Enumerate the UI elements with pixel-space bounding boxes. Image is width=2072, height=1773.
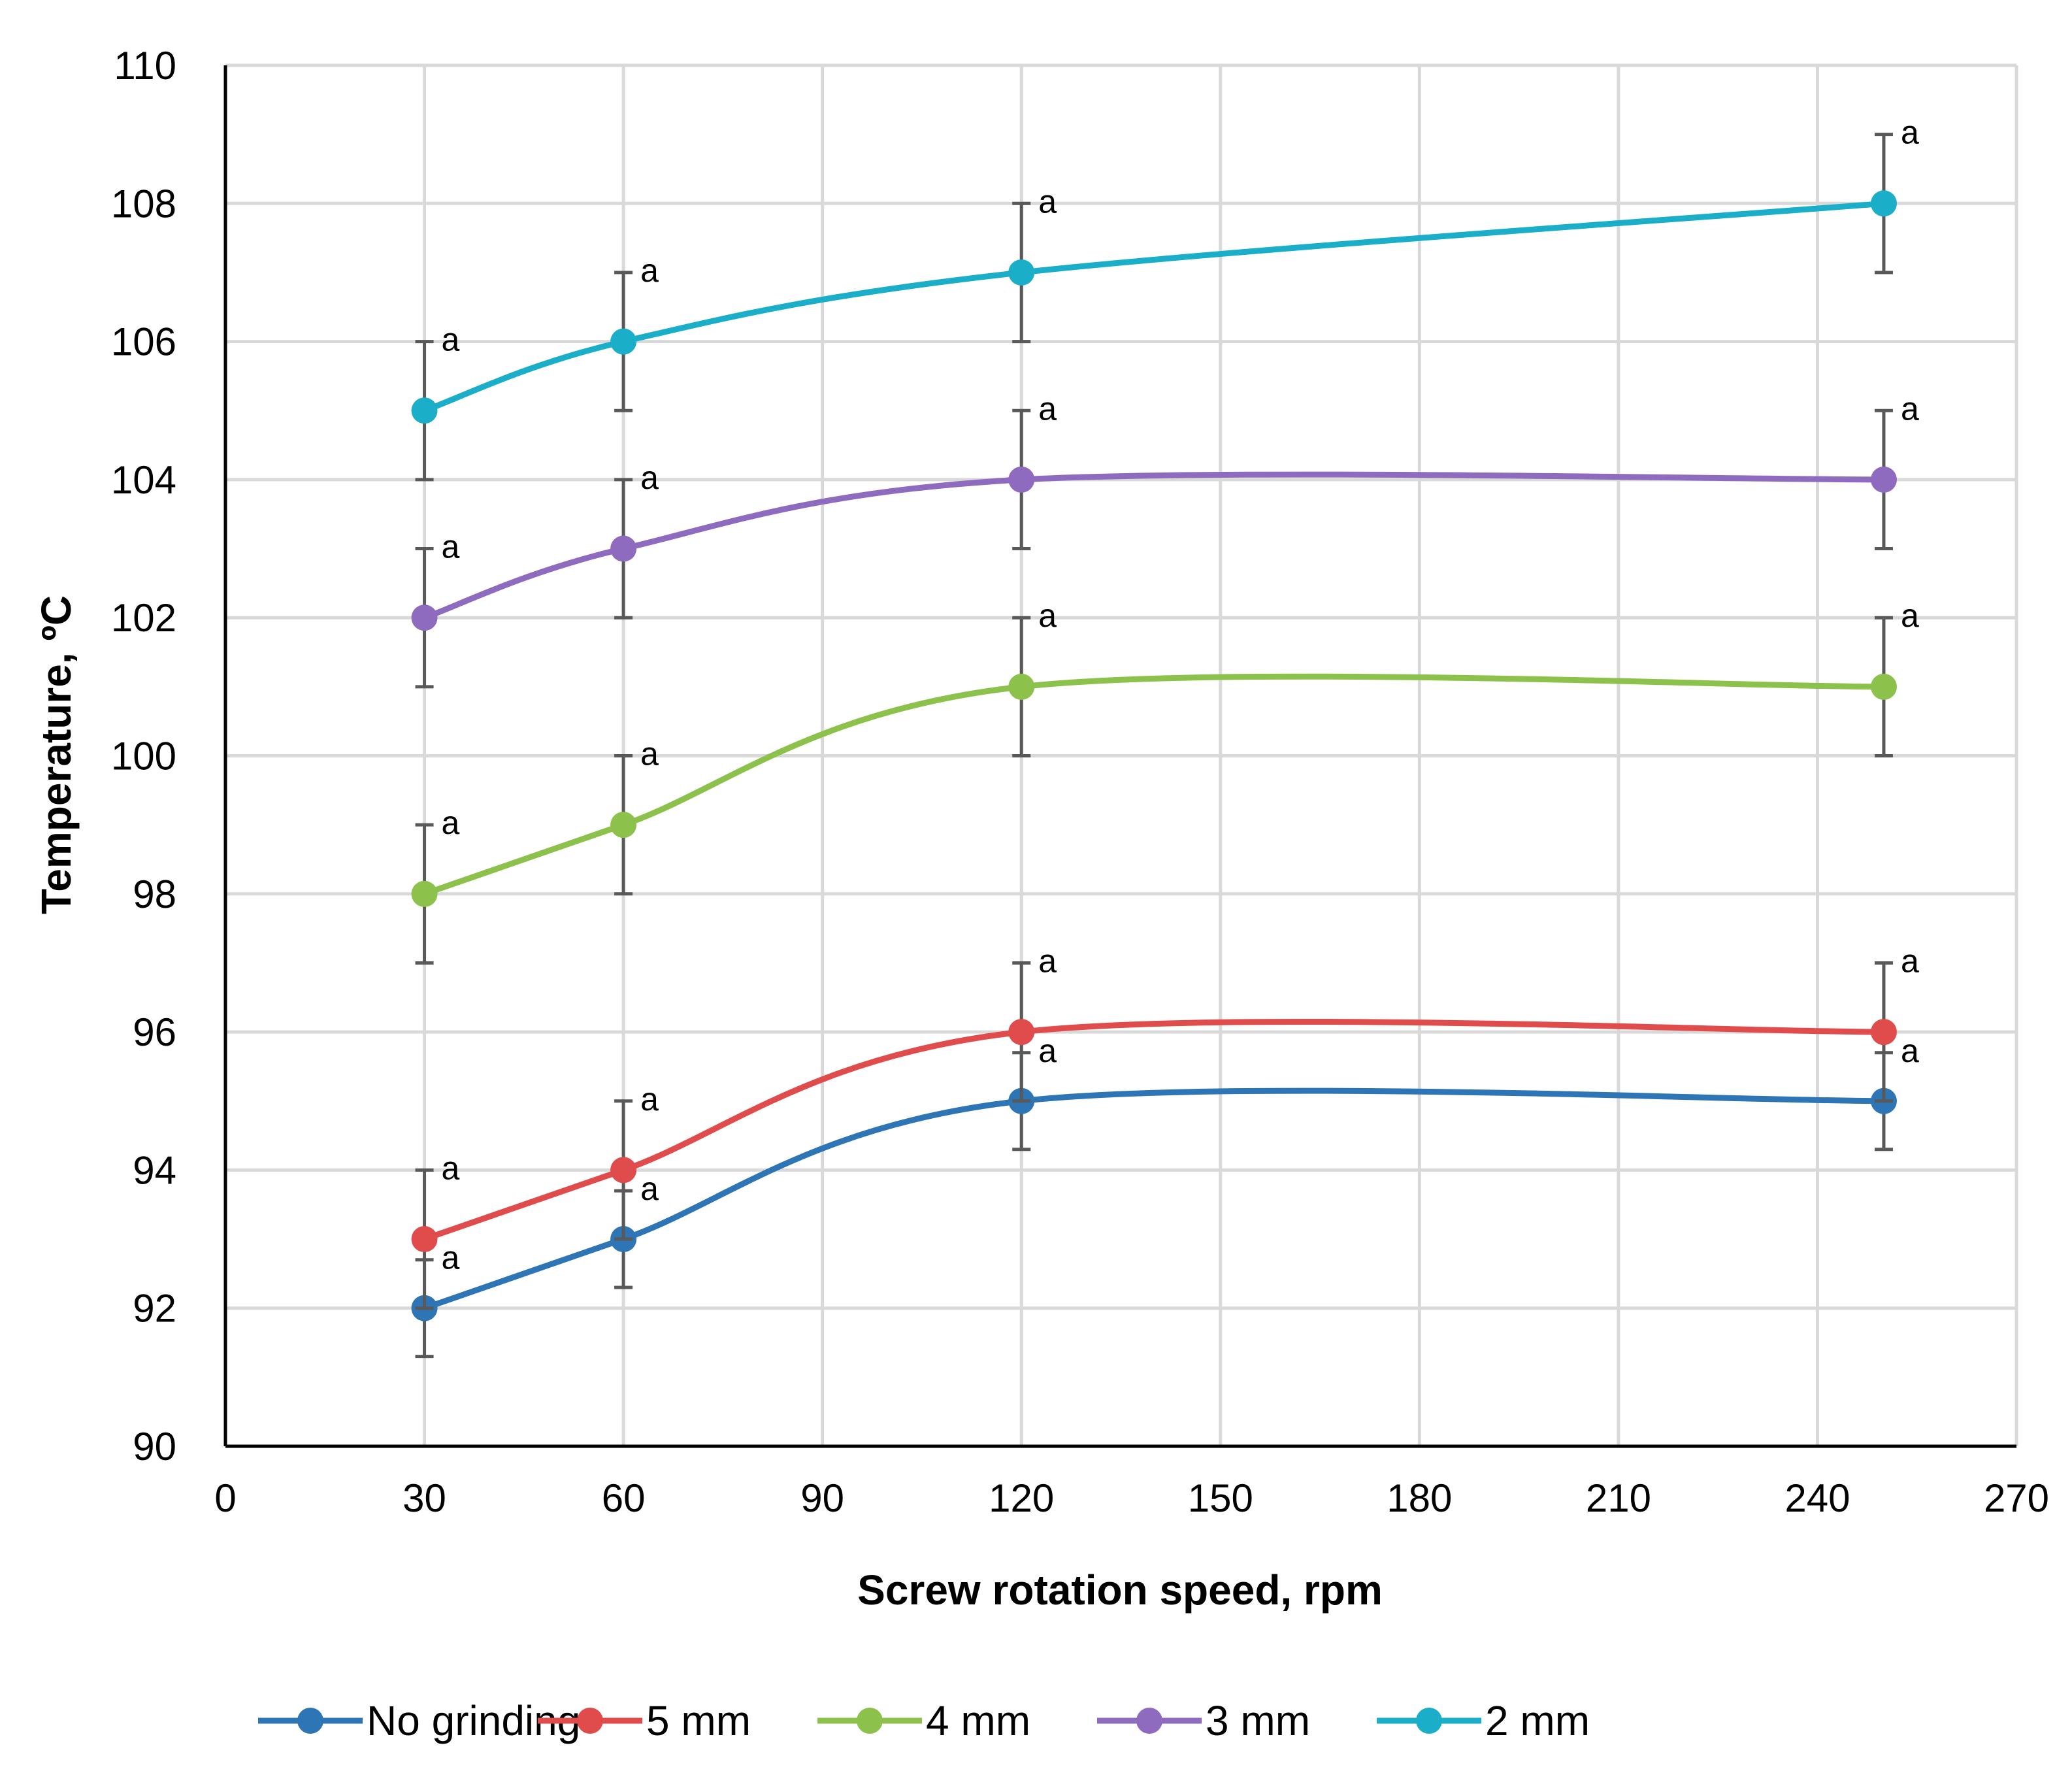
series-5-mm: a a a a xyxy=(411,942,1919,1310)
data-point xyxy=(610,535,637,562)
labels-layer: Screw rotation speed, rpm Temperature, º… xyxy=(33,595,1383,1614)
significance-label: a xyxy=(640,1170,659,1207)
x-tick-label: 60 xyxy=(602,1476,646,1520)
legend-item: 4 mm xyxy=(817,1697,1030,1744)
x-tick-label: 180 xyxy=(1387,1476,1452,1520)
significance-label: a xyxy=(640,1081,659,1118)
legend-marker xyxy=(1416,1708,1442,1734)
y-tick-label: 102 xyxy=(111,596,176,640)
data-point xyxy=(610,812,637,838)
series-4-mm: a a a a xyxy=(411,597,1919,965)
x-tick-label: 0 xyxy=(214,1476,236,1520)
significance-label: a xyxy=(1038,1033,1057,1069)
data-point xyxy=(411,880,438,907)
series-3-mm: a a a a xyxy=(411,390,1919,689)
data-point xyxy=(411,397,438,424)
data-point xyxy=(411,605,438,631)
significance-label: a xyxy=(1038,183,1057,220)
significance-label: a xyxy=(1038,597,1057,634)
significance-label: a xyxy=(1901,597,1919,634)
data-point xyxy=(1008,259,1035,286)
data-point xyxy=(1008,673,1035,700)
significance-label: a xyxy=(1901,942,1919,979)
significance-label: a xyxy=(442,322,460,358)
y-tick-label: 108 xyxy=(111,182,176,225)
significance-label: a xyxy=(640,736,659,772)
y-tick-label: 110 xyxy=(114,44,176,88)
x-axis-title: Screw rotation speed, rpm xyxy=(857,1566,1383,1614)
data-point xyxy=(1870,466,1897,493)
series-layer: a a a a a a a a a a a a a a a a a a a a xyxy=(411,114,1919,1359)
x-tick-label: 210 xyxy=(1586,1476,1651,1520)
y-tick-label: 100 xyxy=(111,735,176,778)
data-point xyxy=(610,1157,637,1184)
series-line xyxy=(421,471,1887,621)
significance-label: a xyxy=(1038,942,1057,979)
legend-marker xyxy=(1136,1708,1162,1734)
legend-marker xyxy=(577,1708,603,1734)
x-tick-label: 90 xyxy=(800,1476,844,1520)
series-2-mm: a a a a xyxy=(411,114,1919,482)
series-line xyxy=(421,1087,1887,1312)
series-line xyxy=(421,1018,1887,1242)
x-tick-label: 150 xyxy=(1188,1476,1253,1520)
significance-label: a xyxy=(1901,114,1919,151)
data-point xyxy=(411,1226,438,1253)
axes-layer: 0 30 60 90 120 150 180 210 240 270 90 92 94 96 98 100 10… xyxy=(111,44,2049,1520)
significance-label: a xyxy=(1038,390,1057,427)
significance-label: a xyxy=(1901,1033,1919,1069)
legend-label: 2 mm xyxy=(1485,1697,1590,1744)
significance-label: a xyxy=(442,1240,460,1276)
data-point xyxy=(1008,1019,1035,1046)
y-tick-label: 104 xyxy=(111,458,176,502)
legend-label: 5 mm xyxy=(646,1697,751,1744)
significance-label: a xyxy=(442,804,460,841)
significance-label: a xyxy=(1901,390,1919,427)
significance-label: a xyxy=(640,252,659,289)
data-point xyxy=(1870,190,1897,217)
x-tick-label: 120 xyxy=(989,1476,1054,1520)
legend-item: 3 mm xyxy=(1097,1697,1310,1744)
data-point xyxy=(1870,1019,1897,1046)
legend-marker xyxy=(857,1708,883,1734)
x-tick-label: 30 xyxy=(403,1476,446,1520)
series-line xyxy=(421,200,1887,414)
significance-label: a xyxy=(442,1150,460,1186)
data-point xyxy=(1008,466,1035,493)
grid-layer xyxy=(225,63,2018,1446)
y-tick-label: 94 xyxy=(133,1148,176,1192)
x-tick-label: 240 xyxy=(1784,1476,1850,1520)
legend: No grinding 5 mm 4 mm 3 mm 2 mm xyxy=(258,1697,1590,1744)
legend-item: 5 mm xyxy=(538,1697,751,1744)
legend-item: 2 mm xyxy=(1377,1697,1590,1744)
y-axis-title: Temperature, ºC xyxy=(33,595,80,914)
y-tick-label: 90 xyxy=(133,1425,176,1468)
data-point xyxy=(1870,673,1897,700)
legend-marker xyxy=(297,1708,323,1734)
y-tick-label: 92 xyxy=(133,1287,176,1331)
legend-label: 3 mm xyxy=(1206,1697,1310,1744)
y-tick-label: 98 xyxy=(133,872,176,916)
series-line xyxy=(421,673,1887,897)
significance-label: a xyxy=(442,529,460,565)
y-tick-label: 96 xyxy=(133,1010,176,1054)
x-tick-label: 270 xyxy=(1984,1476,2049,1520)
significance-label: a xyxy=(640,459,659,496)
legend-label: 4 mm xyxy=(926,1697,1030,1744)
data-point xyxy=(610,328,637,355)
y-tick-label: 106 xyxy=(111,320,176,364)
legend-item: No grinding xyxy=(258,1697,580,1744)
